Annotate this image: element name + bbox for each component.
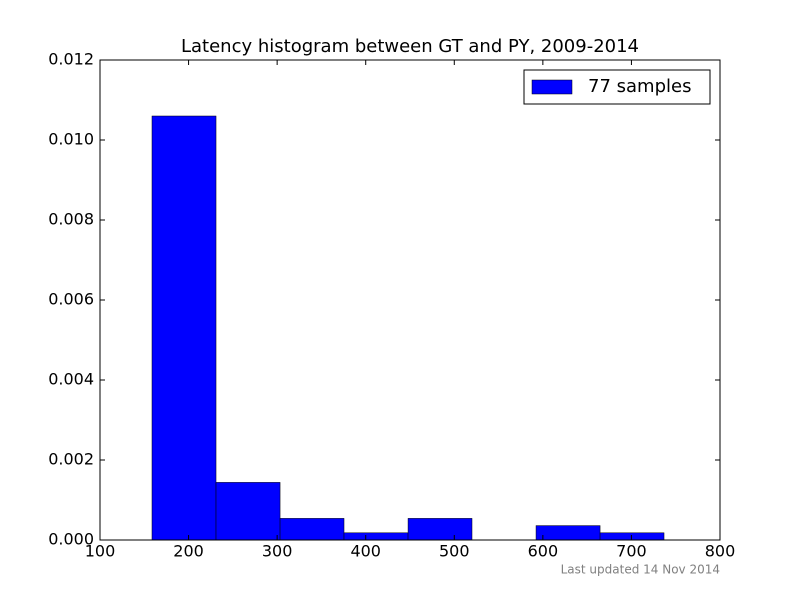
y-tick-label: 0.002	[48, 450, 94, 469]
x-tick-label: 300	[262, 542, 293, 561]
legend-label: 77 samples	[588, 76, 691, 97]
x-tick-label: 400	[350, 542, 381, 561]
x-tick-label: 500	[439, 542, 470, 561]
chart-title: Latency histogram between GT and PY, 200…	[181, 36, 639, 57]
legend-swatch	[531, 79, 573, 95]
bar	[151, 115, 217, 541]
x-tick-label: 200	[173, 542, 204, 561]
y-tick-label: 0.006	[48, 290, 94, 309]
y-tick-label: 0.010	[48, 130, 94, 149]
bar	[215, 482, 281, 541]
bar	[279, 518, 345, 541]
bar	[535, 525, 601, 541]
bar	[343, 532, 409, 541]
y-tick-label: 0.000	[48, 530, 94, 549]
y-tick-label: 0.012	[48, 50, 94, 69]
x-tick-label: 700	[616, 542, 647, 561]
bar	[407, 518, 473, 541]
x-tick-label: 600	[528, 542, 559, 561]
x-tick-label: 800	[705, 542, 736, 561]
x-tick-label: 100	[85, 542, 116, 561]
y-tick-label: 0.004	[48, 370, 94, 389]
bar	[599, 532, 665, 541]
y-tick-label: 0.008	[48, 210, 94, 229]
footnote: Last updated 14 Nov 2014	[561, 563, 720, 577]
